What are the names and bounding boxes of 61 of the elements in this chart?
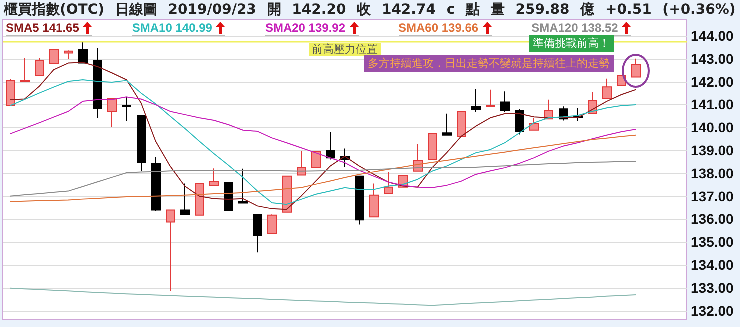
candlestick <box>326 131 335 160</box>
text: SMA60 139.66 <box>398 21 479 35</box>
y-tick-label: 141.00 <box>691 96 734 113</box>
candlestick <box>64 50 73 60</box>
candlestick <box>6 79 15 106</box>
y-tick-label: 132.00 <box>691 302 734 319</box>
candlestick <box>93 47 102 119</box>
chart-title: 櫃買指數(OTC) 日線圖 2019/09/23 開 142.20 收 142.74 c 點 量 259.88 億 +0.51 (+0.36%) <box>4 1 736 19</box>
candlestick <box>267 214 277 234</box>
candlestick <box>180 183 190 216</box>
text: SMA5 141.65 <box>6 21 80 35</box>
line-series <box>10 80 637 206</box>
annotation: 準備挑戰前高！ <box>529 35 614 52</box>
candlestick <box>369 183 379 218</box>
candlestick <box>631 58 641 78</box>
candlestick <box>49 48 59 64</box>
candlestick <box>355 176 364 226</box>
line-series <box>10 288 637 306</box>
y-tick-label: 139.00 <box>691 142 734 159</box>
annotation: 多方持續進攻．日出走勢不變就是持續往上的走勢 <box>364 55 614 72</box>
candlestick <box>442 113 452 136</box>
candlestick <box>253 214 262 254</box>
line-series <box>10 161 637 197</box>
y-tick-label: 136.00 <box>691 211 734 228</box>
y-tick-label: 137.00 <box>691 188 734 204</box>
candlestick <box>151 156 161 212</box>
candlestick <box>35 58 44 76</box>
ref-line-label: 前高壓力位置 <box>312 43 378 56</box>
y-tick-label: 143.00 <box>691 50 734 67</box>
candlestick <box>195 182 204 216</box>
candlestick <box>384 172 393 194</box>
candlestick <box>137 115 146 172</box>
candlestick <box>500 91 510 114</box>
y-tick-label: 144.00 <box>691 28 734 44</box>
candlestick <box>209 168 219 186</box>
line-series <box>10 96 637 188</box>
candlestick <box>20 58 30 84</box>
candlestick <box>486 89 495 108</box>
candlestick <box>166 210 175 292</box>
candlestick <box>311 150 321 168</box>
candlestick <box>238 168 248 204</box>
y-tick-label: 135.00 <box>691 234 734 250</box>
y-tick-label: 134.00 <box>691 257 734 274</box>
candlestick <box>78 42 88 64</box>
text: SMA10 140.99 <box>132 21 212 35</box>
candlestick <box>515 108 524 136</box>
candlestick <box>122 96 131 122</box>
y-tick-label: 138.00 <box>691 165 734 182</box>
y-tick-label: 133.00 <box>691 280 734 296</box>
y-tick-label: 140.00 <box>691 120 734 136</box>
candlestick <box>107 98 117 128</box>
text: SMA120 138.52 <box>532 21 618 35</box>
candlestick <box>457 111 466 138</box>
text: SMA20 139.92 <box>265 21 346 35</box>
candlestick <box>428 134 437 160</box>
candlestick <box>602 78 612 100</box>
candlestick <box>529 118 539 131</box>
candlestick <box>471 88 481 113</box>
candlestick <box>282 175 292 213</box>
y-tick-label: 142.00 <box>691 74 734 90</box>
line-series <box>10 134 637 202</box>
